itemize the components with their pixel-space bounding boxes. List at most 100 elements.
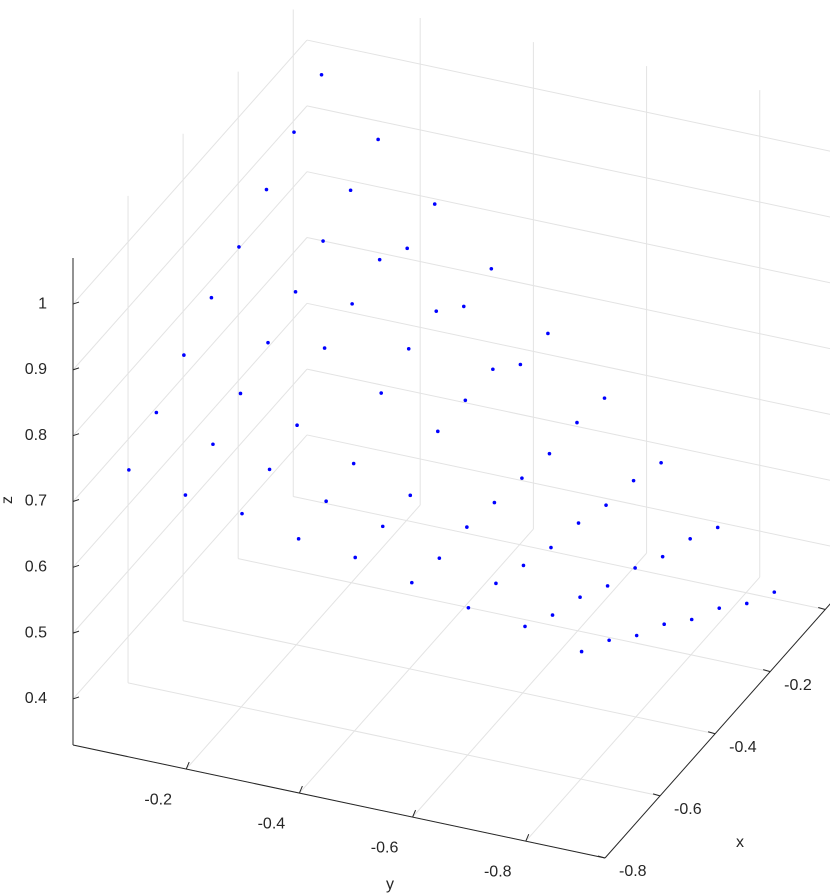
point bbox=[437, 556, 442, 560]
point bbox=[182, 353, 186, 357]
point bbox=[631, 478, 636, 483]
point bbox=[324, 499, 328, 504]
grid-line bbox=[183, 620, 716, 735]
point bbox=[154, 410, 159, 415]
point bbox=[296, 537, 301, 541]
point bbox=[717, 606, 722, 610]
point bbox=[744, 601, 749, 606]
point bbox=[209, 295, 214, 300]
point bbox=[465, 525, 469, 529]
grid-line bbox=[306, 368, 830, 481]
point bbox=[660, 554, 665, 559]
point bbox=[688, 536, 692, 541]
point bbox=[461, 304, 466, 309]
y-tick-label: -0.6 bbox=[371, 839, 399, 856]
point bbox=[350, 302, 354, 306]
point bbox=[183, 493, 188, 497]
x-tick-label: -0.4 bbox=[729, 739, 757, 756]
y-tick bbox=[412, 809, 417, 818]
grid-line bbox=[306, 39, 830, 152]
grid-line bbox=[72, 237, 308, 502]
x-tick bbox=[652, 793, 661, 797]
z-axis-label: z bbox=[0, 496, 16, 504]
point bbox=[605, 584, 610, 588]
grid-line bbox=[306, 171, 830, 284]
x-axis bbox=[604, 603, 830, 859]
point bbox=[579, 649, 584, 654]
point bbox=[578, 595, 582, 599]
z-tick-label: 0.9 bbox=[25, 361, 47, 378]
grid-line bbox=[72, 105, 308, 371]
point bbox=[494, 581, 498, 586]
point bbox=[662, 622, 666, 627]
grid-line bbox=[299, 528, 534, 794]
point bbox=[715, 525, 720, 530]
point bbox=[547, 451, 552, 456]
point bbox=[604, 503, 608, 507]
point bbox=[576, 521, 581, 525]
z-tick-label: 1 bbox=[38, 295, 47, 312]
grid-line bbox=[306, 237, 830, 350]
point bbox=[772, 590, 777, 594]
y-tick-label: -0.4 bbox=[258, 815, 286, 832]
point bbox=[237, 245, 241, 249]
point bbox=[377, 257, 382, 262]
point bbox=[406, 346, 411, 351]
x-tick bbox=[597, 855, 606, 859]
y-tick bbox=[185, 761, 190, 770]
grid-line bbox=[72, 368, 308, 634]
grid-line bbox=[293, 496, 826, 611]
y-tick-label: -0.2 bbox=[144, 791, 172, 808]
x-tick-label: -0.6 bbox=[674, 801, 702, 818]
point bbox=[353, 555, 358, 560]
point bbox=[295, 423, 299, 428]
point bbox=[689, 617, 694, 622]
point bbox=[434, 309, 439, 313]
point bbox=[127, 468, 131, 472]
point bbox=[266, 340, 270, 345]
z-tick bbox=[72, 696, 80, 700]
grid-line bbox=[185, 504, 421, 770]
z-tick bbox=[72, 367, 80, 371]
point bbox=[523, 624, 527, 629]
point bbox=[633, 566, 637, 570]
point bbox=[319, 72, 324, 77]
point bbox=[240, 511, 244, 516]
point bbox=[379, 391, 384, 395]
grid-line bbox=[72, 434, 308, 700]
grid-line bbox=[306, 434, 830, 547]
point bbox=[267, 467, 272, 472]
grid-line bbox=[72, 171, 308, 437]
grid-line bbox=[238, 558, 771, 673]
point bbox=[322, 346, 327, 350]
point bbox=[376, 137, 380, 142]
point bbox=[520, 476, 524, 480]
z-tick bbox=[72, 499, 80, 502]
point bbox=[264, 187, 269, 192]
z-tick-label: 0.7 bbox=[25, 493, 47, 510]
grid-line bbox=[412, 552, 647, 818]
point bbox=[293, 290, 298, 294]
x-tick bbox=[818, 607, 826, 611]
y-axis bbox=[72, 744, 606, 859]
point bbox=[521, 563, 526, 568]
point bbox=[238, 391, 243, 396]
point bbox=[607, 638, 611, 643]
point bbox=[408, 493, 413, 498]
z-tick bbox=[72, 564, 80, 568]
point bbox=[380, 524, 385, 529]
point bbox=[466, 606, 471, 610]
y-tick bbox=[525, 833, 530, 842]
z-tick bbox=[72, 301, 80, 305]
grid-line bbox=[306, 105, 830, 218]
point bbox=[432, 202, 437, 206]
y-tick-label: -0.8 bbox=[484, 863, 512, 880]
y-tick bbox=[298, 785, 303, 794]
x-tick bbox=[707, 731, 716, 735]
point bbox=[435, 429, 440, 434]
z-tick bbox=[72, 630, 80, 634]
point bbox=[348, 188, 353, 193]
point bbox=[546, 331, 550, 336]
grid-line bbox=[525, 576, 761, 842]
point bbox=[634, 633, 639, 638]
